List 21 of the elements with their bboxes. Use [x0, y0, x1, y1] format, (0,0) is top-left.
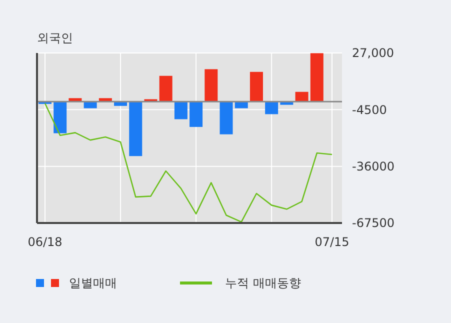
- legend-label: 일별매매: [69, 276, 117, 290]
- line-series: [44, 102, 333, 223]
- bar: [54, 102, 67, 134]
- bar: [190, 102, 203, 127]
- bar: [174, 102, 188, 120]
- legend-label: 누적 매매동향: [225, 276, 301, 290]
- bar: [265, 102, 278, 114]
- bar: [220, 102, 233, 134]
- y-tick-label: -36000: [352, 160, 395, 174]
- chart-title: 외국인: [37, 31, 73, 45]
- bar: [310, 53, 324, 102]
- bar: [204, 69, 218, 102]
- bar: [250, 72, 263, 102]
- bar: [159, 76, 172, 102]
- bar: [295, 92, 308, 102]
- y-tick-label: 27,000: [352, 46, 394, 60]
- y-tick-label: -67500: [352, 216, 395, 230]
- x-tick-label: 06/18: [28, 235, 62, 249]
- x-tick-label: 07/15: [314, 235, 350, 249]
- bar: [129, 102, 142, 156]
- y-tick-label: -4500: [352, 102, 387, 117]
